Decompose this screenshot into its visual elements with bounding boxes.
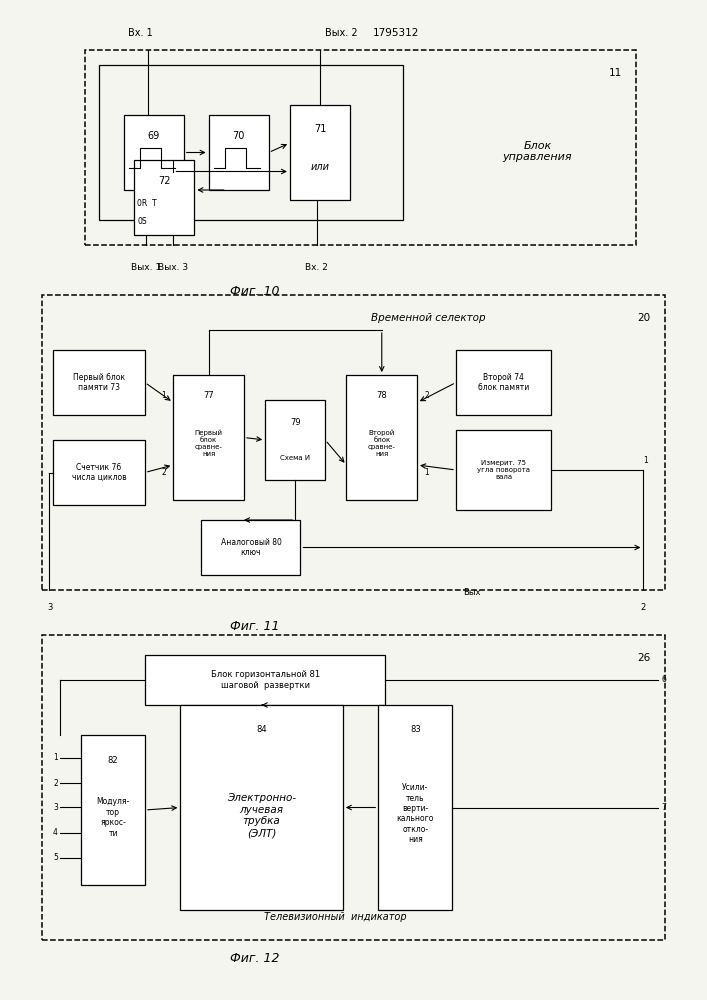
Bar bbox=[124, 115, 184, 190]
Text: 82: 82 bbox=[107, 756, 119, 765]
Text: 71: 71 bbox=[314, 124, 326, 134]
Text: Блок
управления: Блок управления bbox=[503, 141, 572, 162]
Text: 11: 11 bbox=[609, 68, 622, 78]
Text: 83: 83 bbox=[410, 725, 421, 734]
Bar bbox=[180, 705, 343, 910]
Bar bbox=[42, 295, 665, 590]
Text: 72: 72 bbox=[158, 176, 170, 186]
Text: Вых: Вых bbox=[463, 588, 481, 597]
Text: или: или bbox=[310, 162, 329, 172]
Text: Вых. 1: Вых. 1 bbox=[132, 263, 161, 272]
Bar bbox=[53, 350, 145, 415]
Text: Счетчик 76
числа циклов: Счетчик 76 числа циклов bbox=[71, 463, 127, 482]
Text: Второй
блок
сравне-
ния: Второй блок сравне- ния bbox=[368, 430, 396, 458]
Text: 1: 1 bbox=[53, 753, 58, 762]
Text: Аналоговый 80
ключ: Аналоговый 80 ключ bbox=[221, 538, 281, 557]
Bar bbox=[81, 735, 145, 885]
Text: Схема И: Схема И bbox=[280, 455, 310, 461]
Text: 3: 3 bbox=[53, 802, 58, 812]
Text: Вх. 1: Вх. 1 bbox=[128, 28, 153, 38]
Text: 6: 6 bbox=[661, 676, 666, 684]
Text: 3: 3 bbox=[47, 603, 52, 612]
Text: 0S: 0S bbox=[137, 217, 147, 226]
Bar bbox=[134, 160, 194, 235]
Text: Электронно-
лучевая
трубка
(ЭЛТ): Электронно- лучевая трубка (ЭЛТ) bbox=[227, 793, 296, 838]
Bar bbox=[209, 115, 269, 190]
Text: 84: 84 bbox=[256, 725, 267, 734]
Text: Телевизионный  индикатор: Телевизионный индикатор bbox=[264, 912, 406, 922]
Text: 4: 4 bbox=[53, 828, 58, 837]
Text: Второй 74
блок памяти: Второй 74 блок памяти bbox=[478, 373, 530, 392]
Bar bbox=[290, 105, 350, 200]
Text: Измерит. 75
угла поворота
вала: Измерит. 75 угла поворота вала bbox=[477, 460, 530, 480]
Text: 20: 20 bbox=[637, 313, 650, 323]
Text: 70: 70 bbox=[233, 131, 245, 141]
Text: 78: 78 bbox=[376, 390, 387, 399]
Text: 1795312: 1795312 bbox=[373, 28, 419, 38]
Bar bbox=[173, 375, 244, 500]
Text: Фиг. 10: Фиг. 10 bbox=[230, 285, 279, 298]
Text: 77: 77 bbox=[203, 390, 214, 399]
Text: Первый блок
памяти 73: Первый блок памяти 73 bbox=[73, 373, 125, 392]
Text: 1: 1 bbox=[424, 468, 429, 477]
Bar bbox=[378, 705, 452, 910]
Bar bbox=[145, 655, 385, 705]
Text: 5: 5 bbox=[53, 853, 58, 862]
Text: 79: 79 bbox=[290, 418, 300, 427]
Text: Модуля-
тор
яркос-
ти: Модуля- тор яркос- ти bbox=[96, 797, 130, 838]
Text: 26: 26 bbox=[637, 653, 650, 663]
Text: Усили-
тель
верти-
кального
откло-
ния: Усили- тель верти- кального откло- ния bbox=[397, 783, 434, 844]
Text: Вх. 2: Вх. 2 bbox=[305, 263, 328, 272]
Bar bbox=[85, 50, 636, 245]
Bar bbox=[456, 350, 551, 415]
Text: 69: 69 bbox=[148, 131, 160, 141]
Bar bbox=[265, 400, 325, 480]
Bar bbox=[346, 375, 417, 500]
Text: Вых. 3: Вых. 3 bbox=[158, 263, 189, 272]
Text: 2: 2 bbox=[424, 390, 429, 399]
Bar bbox=[456, 430, 551, 510]
Bar bbox=[99, 65, 403, 220]
Text: Первый
блок
сравне-
ния: Первый блок сравне- ния bbox=[194, 430, 223, 458]
Text: 7: 7 bbox=[661, 803, 666, 812]
Text: 2: 2 bbox=[641, 603, 646, 612]
Text: 2: 2 bbox=[53, 778, 58, 788]
Text: 0R  T: 0R T bbox=[137, 199, 157, 208]
Text: 2: 2 bbox=[161, 468, 166, 477]
Text: Фиг. 11: Фиг. 11 bbox=[230, 620, 279, 633]
Bar bbox=[53, 440, 145, 505]
Bar bbox=[201, 520, 300, 575]
Text: 1: 1 bbox=[161, 390, 166, 399]
Text: Вых. 2: Вых. 2 bbox=[325, 28, 358, 38]
Text: Фиг. 12: Фиг. 12 bbox=[230, 952, 279, 965]
Text: 1: 1 bbox=[643, 456, 648, 465]
Bar bbox=[42, 635, 665, 940]
Text: Временной селектор: Временной селектор bbox=[371, 313, 486, 323]
Text: Блок горизонтальной 81
шаговой  развертки: Блок горизонтальной 81 шаговой развертки bbox=[211, 670, 320, 690]
